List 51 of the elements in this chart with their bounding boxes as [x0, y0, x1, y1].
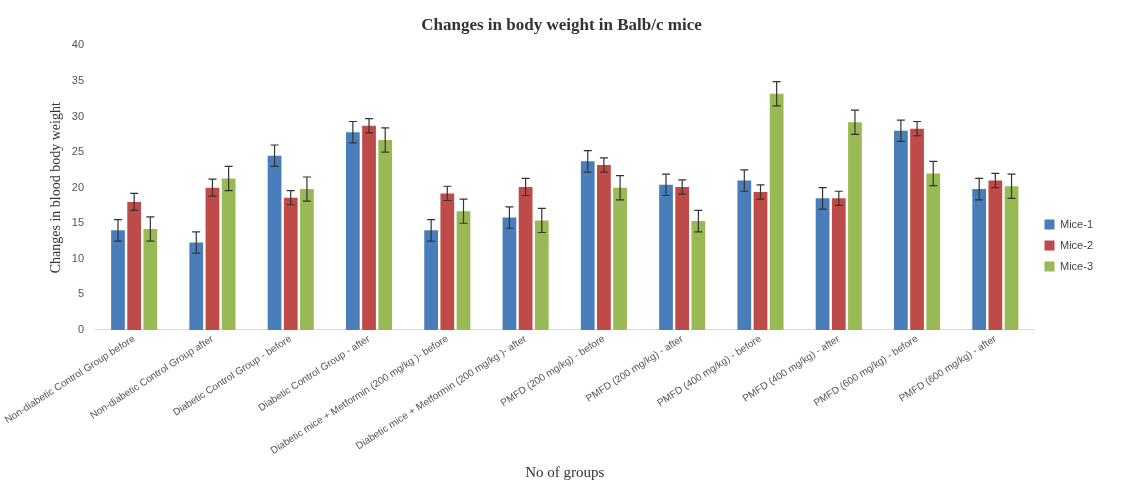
bar	[926, 173, 941, 330]
bar	[300, 189, 314, 330]
y-tick-label: 25	[71, 145, 85, 158]
bar	[440, 193, 455, 330]
x-axis-title: No of groups	[525, 463, 605, 480]
bar	[815, 198, 830, 330]
bar	[534, 220, 549, 330]
y-tick-label: 40	[71, 38, 85, 51]
bar	[894, 130, 908, 330]
bar	[424, 230, 439, 330]
bar	[848, 122, 862, 330]
bar	[205, 187, 220, 330]
bar	[267, 155, 282, 330]
bar	[597, 164, 611, 330]
bar	[502, 217, 517, 330]
bar	[910, 128, 924, 330]
bar	[221, 178, 236, 330]
bar	[659, 184, 673, 330]
y-tick-label: 20	[71, 180, 85, 193]
bar	[189, 242, 204, 330]
bar	[580, 161, 595, 330]
bar	[613, 187, 627, 330]
legend-label: Mice-3	[1059, 259, 1094, 272]
bar	[737, 180, 752, 330]
bar	[831, 198, 846, 330]
y-axis-title: Changes in blood body weight	[48, 102, 64, 274]
bar	[1004, 186, 1019, 330]
bar	[753, 191, 768, 330]
bar	[675, 186, 690, 330]
bar	[378, 140, 393, 330]
bar	[127, 201, 142, 330]
bar	[143, 228, 158, 330]
y-tick-label: 0	[77, 323, 85, 336]
bar	[362, 125, 376, 330]
bar	[283, 197, 298, 330]
bar	[518, 186, 533, 330]
y-tick-label: 15	[71, 216, 85, 229]
legend-label: Mice-1	[1059, 217, 1094, 230]
bar	[456, 211, 471, 330]
chart-title: Changes in body weight in Balb/c mice	[421, 14, 703, 34]
bar	[988, 180, 1003, 330]
bar	[691, 221, 706, 330]
y-tick-label: 10	[71, 251, 85, 264]
y-tick-label: 30	[71, 109, 85, 122]
y-tick-label: 5	[77, 287, 85, 300]
legend-label: Mice-2	[1059, 238, 1094, 251]
y-tick-label: 35	[71, 74, 85, 86]
bar	[111, 230, 125, 330]
bar	[972, 189, 987, 330]
bar	[345, 132, 360, 330]
bar	[769, 93, 784, 330]
